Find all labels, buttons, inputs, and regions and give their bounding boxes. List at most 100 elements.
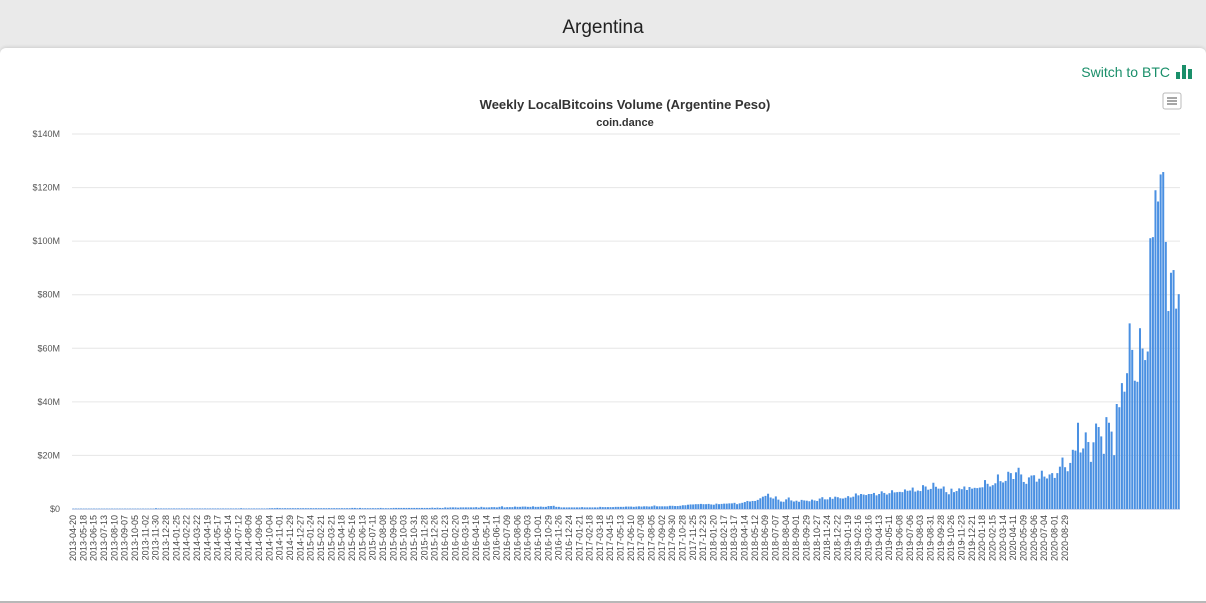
bar	[736, 504, 739, 509]
bar	[162, 508, 165, 509]
x-tick-label: 2014-06-14	[223, 515, 233, 561]
bar	[1020, 474, 1023, 509]
x-tick-label: 2020-02-15	[987, 515, 997, 561]
x-tick-label: 2014-11-29	[285, 515, 295, 560]
x-tick-label: 2016-03-19	[461, 515, 471, 561]
bar	[932, 482, 935, 509]
bar	[563, 507, 566, 509]
bar	[1071, 449, 1074, 509]
x-tick-label: 2014-07-12	[233, 515, 243, 561]
x-tick-label: 2020-03-14	[998, 515, 1008, 561]
bar	[1079, 452, 1082, 509]
bar	[821, 497, 824, 509]
x-tick-label: 2016-07-09	[502, 515, 512, 561]
switch-to-btc-button[interactable]: Switch to BTC	[1081, 64, 1192, 80]
bar	[1105, 417, 1108, 510]
bar	[637, 506, 640, 509]
x-tick-label: 2014-03-22	[192, 515, 202, 561]
x-tick-label: 2016-11-26	[554, 515, 564, 560]
bar	[782, 501, 785, 509]
bar	[1162, 172, 1165, 509]
bars	[72, 172, 1180, 510]
x-tick-label: 2019-03-16	[864, 515, 874, 561]
bar	[242, 508, 245, 509]
bar	[777, 499, 780, 510]
bar	[674, 506, 677, 509]
bar	[1169, 272, 1172, 509]
bar	[1144, 360, 1147, 509]
bar	[984, 480, 987, 509]
bar	[534, 506, 537, 509]
bar	[958, 488, 961, 510]
x-tick-label: 2013-10-05	[130, 515, 140, 561]
bar	[653, 505, 656, 509]
bar	[157, 508, 160, 509]
bar	[844, 497, 847, 509]
bar	[379, 507, 382, 509]
bar	[723, 503, 726, 509]
bar	[503, 507, 506, 509]
bar	[1089, 461, 1092, 509]
bar	[689, 504, 692, 509]
x-tick-label: 2015-09-05	[388, 515, 398, 561]
bar	[839, 498, 842, 509]
x-tick-label: 2020-01-18	[977, 515, 987, 561]
bar	[805, 500, 808, 509]
x-tick-label: 2017-03-18	[595, 515, 605, 561]
bar	[209, 508, 212, 509]
bar	[981, 487, 984, 509]
bar	[299, 508, 302, 509]
bar	[720, 503, 723, 509]
bar	[377, 508, 380, 509]
x-tick-label: 2019-04-13	[874, 515, 884, 561]
bar	[1012, 479, 1015, 509]
bar	[532, 506, 535, 509]
bar	[1017, 467, 1020, 509]
x-tick-label: 2017-07-08	[636, 515, 646, 561]
x-tick-label: 2015-07-11	[368, 515, 378, 560]
bar	[389, 508, 392, 509]
bar	[870, 494, 873, 509]
bar	[451, 507, 454, 509]
bar	[309, 508, 312, 509]
bar	[557, 506, 560, 509]
bar	[371, 508, 374, 509]
bar	[278, 508, 281, 509]
bar	[555, 506, 558, 509]
y-tick-label: $100M	[32, 236, 60, 246]
bar	[1123, 391, 1126, 509]
chart-menu-button[interactable]	[1162, 92, 1182, 110]
bar	[361, 508, 364, 509]
bar	[521, 506, 524, 509]
bar	[862, 494, 865, 509]
bar	[604, 507, 607, 510]
bar	[916, 490, 919, 509]
bar	[568, 507, 571, 509]
bar	[878, 494, 881, 509]
bar	[1087, 442, 1090, 509]
bar	[741, 502, 744, 509]
bar	[911, 487, 914, 509]
bar	[322, 508, 325, 509]
bar	[271, 508, 274, 509]
bar	[1038, 478, 1041, 509]
bar	[818, 498, 821, 509]
bar	[511, 507, 514, 510]
x-tick-label: 2015-02-21	[316, 515, 326, 561]
bar	[206, 508, 209, 509]
x-tick-label: 2013-11-30	[151, 515, 161, 560]
bar	[247, 508, 250, 509]
x-tick-label: 2014-08-09	[244, 515, 254, 561]
y-tick-label: $40M	[37, 397, 60, 407]
bar	[294, 508, 297, 509]
bar	[222, 508, 225, 509]
x-tick-label: 2015-11-28	[419, 515, 429, 560]
bar	[947, 494, 950, 509]
bar	[160, 508, 163, 509]
bar	[973, 487, 976, 509]
bar	[343, 508, 346, 509]
bar	[792, 501, 795, 509]
bar	[903, 489, 906, 509]
bar	[953, 492, 956, 510]
bar	[849, 497, 852, 509]
